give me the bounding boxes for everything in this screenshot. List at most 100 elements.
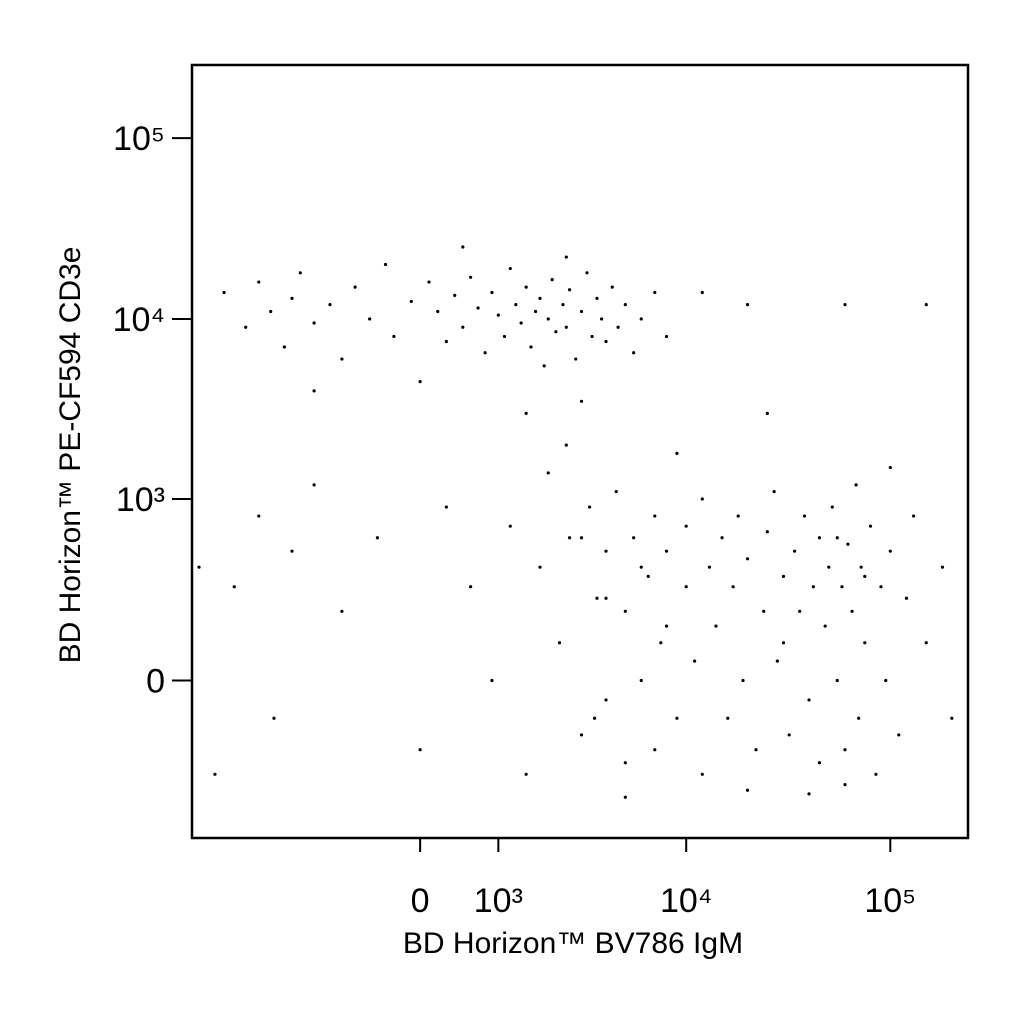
dot <box>514 303 518 307</box>
dot <box>835 678 839 683</box>
x-tick-label: 0 <box>411 882 430 920</box>
dot <box>312 321 316 325</box>
dot <box>272 716 276 720</box>
x-tick-label: 10⁴ <box>660 882 712 920</box>
dot <box>244 325 248 329</box>
dot <box>888 465 892 470</box>
dot <box>436 309 440 314</box>
dot <box>579 536 584 540</box>
dot <box>863 641 867 645</box>
dot <box>298 271 302 275</box>
dot <box>614 490 618 494</box>
dot <box>312 389 316 393</box>
dot <box>731 585 735 589</box>
dot <box>736 514 740 518</box>
dot <box>564 443 568 447</box>
dot <box>375 536 380 540</box>
dot <box>595 596 599 600</box>
dot <box>911 514 916 518</box>
dot <box>843 303 847 307</box>
dot <box>546 317 550 321</box>
dot <box>519 321 523 325</box>
dot <box>592 716 597 720</box>
dot <box>775 659 779 663</box>
dot <box>579 309 584 314</box>
dot <box>700 772 704 776</box>
dot <box>817 761 822 765</box>
dot <box>524 285 528 289</box>
dot <box>787 733 791 737</box>
dot <box>529 345 533 349</box>
dot <box>754 748 758 752</box>
dot <box>290 549 294 553</box>
dot <box>232 585 236 589</box>
dot <box>835 536 839 540</box>
dot <box>222 290 226 295</box>
dot <box>490 290 494 295</box>
dot <box>587 505 592 509</box>
dot <box>496 313 500 317</box>
dot <box>567 288 572 292</box>
dot <box>745 303 750 307</box>
dot <box>623 303 627 307</box>
dot <box>213 772 217 776</box>
dot <box>639 317 643 321</box>
dot <box>684 524 688 528</box>
dot <box>843 748 847 752</box>
dot <box>610 285 614 289</box>
dot <box>312 483 316 487</box>
dot <box>461 245 465 249</box>
dot <box>659 641 663 645</box>
dot <box>950 716 954 720</box>
dot <box>807 792 811 796</box>
dot <box>340 609 344 613</box>
dot <box>745 788 750 792</box>
dot <box>632 536 636 540</box>
dot <box>623 795 627 799</box>
dot <box>924 641 928 645</box>
dot <box>290 296 294 300</box>
dot <box>859 565 863 569</box>
dot <box>714 624 718 628</box>
dot <box>854 483 858 487</box>
dot <box>817 536 822 540</box>
dot <box>546 471 550 475</box>
dot <box>623 609 627 613</box>
x-axis-label: BD Horizon™ BV786 IgM <box>403 927 743 960</box>
dot <box>781 641 786 645</box>
x-tick-label: 10³ <box>474 882 523 920</box>
dot <box>567 536 572 540</box>
dot <box>469 585 473 589</box>
dot <box>700 290 704 295</box>
dot <box>461 325 465 329</box>
dot <box>590 334 594 339</box>
dot <box>840 585 844 589</box>
y-tick-label: 0 <box>146 663 165 701</box>
dot <box>469 275 473 279</box>
dot <box>857 716 861 720</box>
dot <box>874 772 878 776</box>
dot <box>693 659 697 663</box>
dot <box>846 542 850 546</box>
y-tick-label: 10⁴ <box>113 301 165 339</box>
dot <box>574 357 578 361</box>
y-axis-label: BD Horizon™ PE-CF594 CD3e <box>54 247 87 664</box>
dot <box>564 325 568 329</box>
dot <box>554 330 558 334</box>
dot <box>798 609 802 613</box>
dot <box>904 596 909 600</box>
dot <box>557 641 562 645</box>
dot <box>604 549 608 553</box>
dot <box>664 334 669 339</box>
dot <box>444 339 448 344</box>
dot <box>675 716 679 720</box>
dot <box>340 357 344 361</box>
dot <box>604 698 608 702</box>
dot <box>884 678 888 683</box>
dot <box>653 748 657 752</box>
dot <box>524 411 528 415</box>
dot <box>762 609 766 613</box>
dot <box>368 317 372 321</box>
dot <box>508 266 512 271</box>
